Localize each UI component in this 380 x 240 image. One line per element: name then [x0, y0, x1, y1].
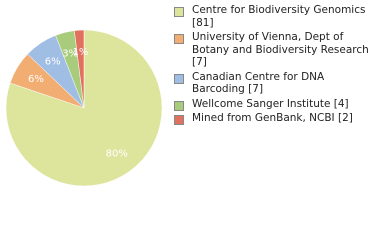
legend-label: Canadian Centre for DNA Barcoding [7] — [192, 70, 325, 96]
legend-label: University of Vienna, Dept of Botany and… — [192, 31, 369, 68]
legend-swatch — [174, 73, 184, 84]
slice-label: 80% — [106, 149, 128, 160]
legend-item: Canadian Centre for DNA Barcoding [7] — [174, 71, 374, 96]
pie-slice — [74, 29, 85, 109]
legend-swatch — [174, 7, 184, 17]
legend-label: Wellcome Sanger Institute [4] — [192, 97, 349, 110]
legend-swatch — [174, 100, 184, 111]
slice-label: 6% — [45, 56, 61, 67]
legend-item: Wellcome Sanger Institute [4] — [174, 98, 374, 111]
legend-swatch — [174, 34, 184, 44]
legend-item: Centre for Biodiversity Genomics [81] — [174, 4, 374, 29]
legend-label: Mined from GenBank, NCBI [2] — [192, 112, 353, 124]
slice-label: 6% — [28, 74, 44, 85]
legend-label: Centre for Biodiversity Genomics [81] — [192, 4, 366, 29]
pie: 80%6%6%3%1% — [5, 29, 163, 187]
slice-label: 1% — [73, 47, 89, 58]
slice-label: 3% — [62, 49, 78, 60]
legend-item: University of Vienna, Dept of Botany and… — [174, 31, 374, 69]
legend: Centre for Biodiversity Genomics [81] Uni… — [174, 4, 374, 127]
legend-swatch — [174, 115, 184, 125]
legend-item: Mined from GenBank, NCBI [2] — [174, 112, 374, 125]
